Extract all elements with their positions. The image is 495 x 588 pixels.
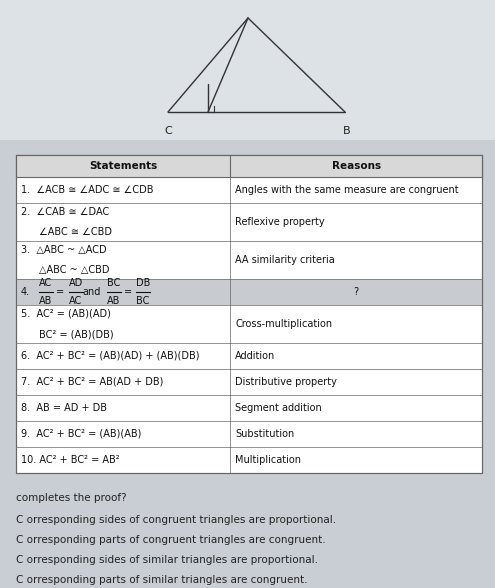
Text: =: = <box>56 287 64 297</box>
Text: 2.  ∠CAB ≅ ∠DAC: 2. ∠CAB ≅ ∠DAC <box>21 207 109 217</box>
Text: △ABC ~ △CBD: △ABC ~ △CBD <box>39 265 109 275</box>
Bar <box>16 155 482 473</box>
Text: 4.: 4. <box>21 287 30 297</box>
Text: 8.  AB = AD + DB: 8. AB = AD + DB <box>21 403 107 413</box>
Text: AB: AB <box>107 296 121 306</box>
Bar <box>16 279 482 305</box>
Text: =: = <box>124 287 132 297</box>
Text: Substitution: Substitution <box>235 429 295 439</box>
Text: ∠ABC ≅ ∠CBD: ∠ABC ≅ ∠CBD <box>39 227 112 238</box>
Text: 6.  AC² + BC² = (AB)(AD) + (AB)(DB): 6. AC² + BC² = (AB)(AD) + (AB)(DB) <box>21 351 199 361</box>
Text: 1.  ∠ACB ≅ ∠ADC ≅ ∠CDB: 1. ∠ACB ≅ ∠ADC ≅ ∠CDB <box>21 185 153 195</box>
Text: Angles with the same measure are congruent: Angles with the same measure are congrue… <box>235 185 459 195</box>
Text: C orresponding parts of congruent triangles are congruent.: C orresponding parts of congruent triang… <box>16 535 326 545</box>
Text: Distributive property: Distributive property <box>235 377 337 387</box>
Text: Cross-multiplication: Cross-multiplication <box>235 319 333 329</box>
Text: completes the proof?: completes the proof? <box>16 493 127 503</box>
Text: AC: AC <box>40 278 52 288</box>
Text: 9.  AC² + BC² = (AB)(AB): 9. AC² + BC² = (AB)(AB) <box>21 429 142 439</box>
Bar <box>0 140 495 588</box>
Text: BC² = (AB)(DB): BC² = (AB)(DB) <box>39 329 114 339</box>
Text: DB: DB <box>136 278 150 288</box>
Text: Statements: Statements <box>89 161 157 171</box>
Text: 7.  AC² + BC² = AB(AD + DB): 7. AC² + BC² = AB(AD + DB) <box>21 377 163 387</box>
Text: Multiplication: Multiplication <box>235 455 301 465</box>
Bar <box>0 0 495 140</box>
Text: Addition: Addition <box>235 351 276 361</box>
Text: C orresponding parts of similar triangles are congruent.: C orresponding parts of similar triangle… <box>16 575 307 585</box>
Bar <box>16 155 482 177</box>
Text: AD: AD <box>69 278 83 288</box>
Text: 10. AC² + BC² = AB²: 10. AC² + BC² = AB² <box>21 455 120 465</box>
Text: BC: BC <box>136 296 149 306</box>
Bar <box>16 155 482 473</box>
Text: ?: ? <box>353 287 359 297</box>
Text: Reflexive property: Reflexive property <box>235 217 325 227</box>
Text: BC: BC <box>107 278 121 288</box>
Text: Segment addition: Segment addition <box>235 403 322 413</box>
Text: 5.  AC² = (AB)(AD): 5. AC² = (AB)(AD) <box>21 309 111 319</box>
Text: AA similarity criteria: AA similarity criteria <box>235 255 335 265</box>
Text: C orresponding sides of congruent triangles are proportional.: C orresponding sides of congruent triang… <box>16 515 336 525</box>
Text: Reasons: Reasons <box>332 161 381 171</box>
Text: and: and <box>83 287 101 297</box>
Text: AC: AC <box>69 296 83 306</box>
Text: B: B <box>343 126 351 136</box>
Text: AB: AB <box>39 296 52 306</box>
Text: C orresponding sides of similar triangles are proportional.: C orresponding sides of similar triangle… <box>16 555 318 565</box>
Text: C: C <box>164 126 172 136</box>
Text: 3.  △ABC ~ △ACD: 3. △ABC ~ △ACD <box>21 245 106 255</box>
